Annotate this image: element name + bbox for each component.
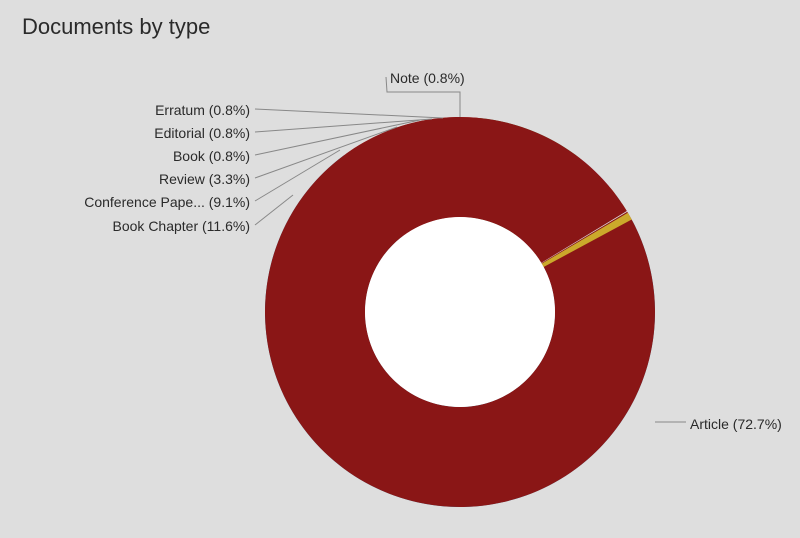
label-article: Article (72.7%) <box>690 416 782 432</box>
label-conference-paper: Conference Pape... (9.1%) <box>84 194 250 210</box>
donut-hole <box>365 217 555 407</box>
label-book-chapter: Book Chapter (11.6%) <box>113 218 250 234</box>
label-erratum: Erratum (0.8%) <box>155 102 250 118</box>
label-editorial: Editorial (0.8%) <box>154 125 250 141</box>
leader-book-chapter <box>255 195 293 225</box>
label-note: Note (0.8%) <box>390 70 465 86</box>
label-review: Review (3.3%) <box>159 171 250 187</box>
label-book: Book (0.8%) <box>173 148 250 164</box>
leader-erratum <box>255 109 443 118</box>
